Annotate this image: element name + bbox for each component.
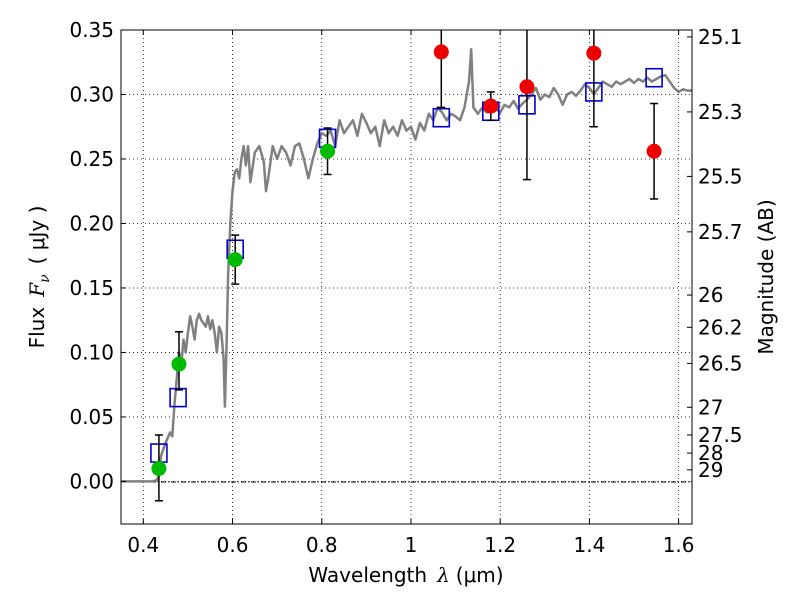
y-axis-ticks: 0.00 0.05 0.10 0.15 0.20 0.25 0.30 0.35 xyxy=(69,18,126,493)
y2-tick-label: 25.5 xyxy=(698,164,743,188)
x-tick-label: 0.4 xyxy=(127,533,159,557)
y-tick-label: 0.00 xyxy=(69,469,114,493)
nir-photometry-point xyxy=(433,44,449,60)
nir-photometry-point xyxy=(519,79,535,95)
data-points xyxy=(150,30,663,502)
x-tick-label: 0.8 xyxy=(306,533,338,557)
y-axis-title-text: Flux xyxy=(25,307,49,349)
plot-frame xyxy=(120,29,693,525)
optical-photometry-point xyxy=(171,356,187,372)
x-axis-ticks: 0.4 0.6 0.8 1 1.2 1.4 1.6 xyxy=(127,30,695,557)
nir-photometry-point xyxy=(483,98,499,114)
y2-tick-label: 26 xyxy=(698,283,723,307)
x-axis-lambda: λ xyxy=(436,563,450,587)
y-tick-label: 0.30 xyxy=(69,82,114,106)
nir-photometry-point xyxy=(586,45,602,61)
x-tick-label: 1.4 xyxy=(573,533,605,557)
x-axis-title-text: Wavelength xyxy=(308,563,427,587)
y-axis-flux-symbol: F xyxy=(25,282,49,298)
y-axis-unit: ( μJy ) xyxy=(25,206,49,265)
nir-photometry-point xyxy=(646,143,662,159)
y2-tick-label: 26.5 xyxy=(698,351,743,375)
y2-tick-label: 27 xyxy=(698,395,723,419)
y2-tick-label: 29 xyxy=(698,458,723,482)
y2-tick-label: 27.5 xyxy=(698,423,743,447)
x-axis-title: Wavelength λ (μm) xyxy=(308,563,503,587)
y-axis-flux-subscript: ν xyxy=(37,274,53,283)
y2-tick-label: 28 xyxy=(698,441,723,465)
x-tick-label: 0.6 xyxy=(217,533,249,557)
x-axis-unit: (μm) xyxy=(456,563,504,587)
y-tick-label: 0.10 xyxy=(69,340,114,364)
x-tick-label: 1.6 xyxy=(663,533,695,557)
x-tick-label: 1 xyxy=(405,533,418,557)
y-tick-label: 0.25 xyxy=(69,147,114,171)
y2-tick-label: 26.2 xyxy=(698,315,743,339)
y2-tick-label: 25.1 xyxy=(698,25,743,49)
y-tick-label: 0.15 xyxy=(69,276,114,300)
optical-photometry-point xyxy=(320,143,336,159)
y-tick-label: 0.20 xyxy=(69,211,114,235)
y2-tick-label: 25.3 xyxy=(698,100,743,124)
model-spectrum-line xyxy=(121,48,692,483)
y2-axis-title: Magnitude (AB) xyxy=(754,199,778,354)
y-axis-title: Flux Fν ( μJy ) xyxy=(25,206,53,349)
optical-photometry-point xyxy=(151,461,167,477)
y-tick-label: 0.35 xyxy=(69,18,114,42)
y-tick-label: 0.05 xyxy=(69,405,114,429)
model-photometry-square xyxy=(169,387,187,408)
optical-photometry-point xyxy=(227,252,243,268)
x-tick-label: 1.2 xyxy=(484,533,516,557)
y2-tick-label: 25.7 xyxy=(698,220,743,244)
model-photometry-square xyxy=(432,107,451,128)
gridlines xyxy=(121,29,692,524)
model-photometry-square xyxy=(645,67,663,88)
